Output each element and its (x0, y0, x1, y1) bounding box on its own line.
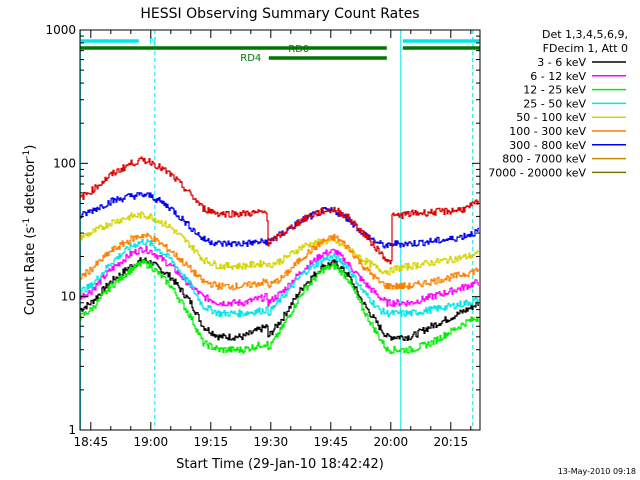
y-axis-label-end: ) (23, 145, 38, 150)
y-axis-label-sup1: -1 (22, 218, 32, 227)
legend-label-4: 50 - 100 keV (516, 111, 586, 124)
legend-label-8: 7000 - 20000 keV (488, 166, 586, 179)
chart-title: HESSI Observing Summary Count Rates (140, 6, 419, 22)
y-tick-label: 10 (61, 290, 76, 304)
x-tick-label: 20:15 (434, 435, 469, 449)
timestamp: 13-May-2010 09:18 (558, 467, 636, 476)
x-tick-label: 19:30 (254, 435, 289, 449)
series-line-6 (80, 193, 479, 248)
x-axis-label: Start Time (29-Jan-10 18:42:42) (176, 457, 384, 472)
x-tick-label: 19:45 (314, 435, 349, 449)
x-tick-label: 18:45 (74, 435, 109, 449)
legend-label-0: 3 - 6 keV (537, 56, 586, 69)
legend-header-line2: FDecim 1, Att 0 (543, 42, 628, 55)
series-line-2 (80, 260, 479, 354)
legend-label-1: 6 - 12 keV (530, 70, 586, 83)
y-tick-label: 100 (53, 156, 76, 170)
plot-frame (80, 30, 480, 430)
legend-label-2: 12 - 25 keV (523, 84, 586, 97)
y-axis: 1 10 100 1000 (45, 23, 480, 437)
chart: HESSI Observing Summary Count Rates N RD0… (0, 0, 640, 480)
x-tick-label: 19:00 (134, 435, 169, 449)
legend: Det 1,3,4,5,6,9, FDecim 1, Att 0 3 - 6 k… (488, 28, 628, 179)
x-tick-label: 20:00 (374, 435, 409, 449)
legend-label-3: 25 - 50 keV (523, 97, 586, 110)
y-axis-label: Count Rate (s-1 detector-1) (22, 145, 38, 316)
y-axis-label-sup2: -1 (22, 150, 32, 159)
series-line-3 (80, 240, 479, 317)
legend-label-5: 100 - 300 keV (509, 125, 586, 138)
legend-label-7: 800 - 7000 keV (502, 153, 586, 166)
state-bar-label-n: N (149, 36, 156, 47)
y-axis-label-main: Count Rate (s (23, 227, 38, 316)
x-tick-label: 19:15 (194, 435, 229, 449)
series-line-1 (80, 246, 479, 306)
plot-area: N RD0 RD4 (80, 30, 480, 430)
y-tick-label: 1000 (45, 23, 76, 37)
y-axis-label-mid: detector (23, 158, 38, 218)
y-tick-label: 1 (68, 423, 76, 437)
legend-header-line1: Det 1,3,4,5,6,9, (542, 28, 628, 41)
state-bar-label-rd4: RD4 (240, 53, 261, 64)
legend-label-6: 300 - 800 keV (509, 139, 586, 152)
state-bar-label-rd0: RD0 (288, 44, 309, 55)
